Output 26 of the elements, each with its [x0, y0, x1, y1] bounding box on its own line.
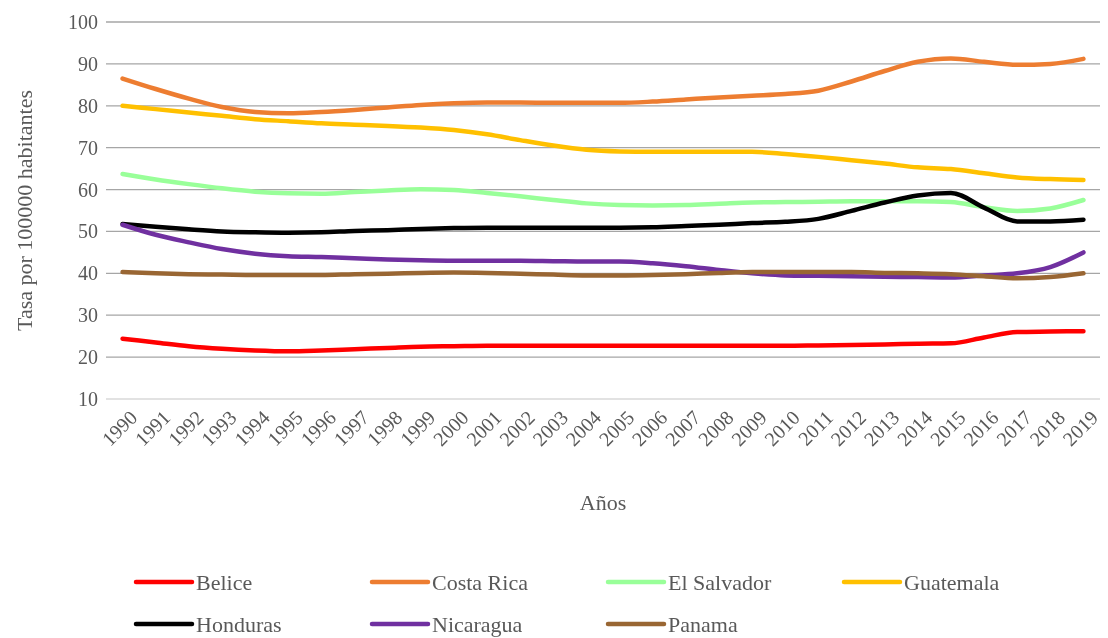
- legend-label: Honduras: [196, 611, 282, 637]
- legend-label: Belice: [196, 569, 253, 595]
- y-tick-label: 50: [78, 220, 98, 243]
- line-series: [120, 328, 1086, 354]
- y-tick-label: 70: [78, 136, 98, 159]
- y-tick-label: 20: [78, 346, 98, 369]
- line-series: [120, 103, 1086, 183]
- x-axis-title: Años: [579, 490, 627, 515]
- y-tick-label: 40: [78, 262, 98, 285]
- line-series: [120, 222, 1086, 280]
- line-series: [120, 190, 1086, 235]
- y-tick-label: 60: [78, 178, 98, 201]
- y-tick-label: 90: [78, 52, 98, 75]
- line-series: [120, 269, 1086, 281]
- legend-label: Guatemala: [904, 569, 1000, 595]
- legend-label: Nicaragua: [432, 611, 523, 637]
- y-tick-label: 10: [78, 388, 98, 410]
- legend-label: El Salvador: [668, 569, 772, 595]
- y-tick-label: 80: [78, 94, 98, 117]
- line-series: [120, 56, 1086, 116]
- line-series: [120, 171, 1086, 214]
- y-axis-title: Tasa por 100000 habitantes: [12, 89, 37, 332]
- y-tick-label: 100: [68, 11, 98, 33]
- legend-label: Costa Rica: [432, 569, 529, 595]
- legend-label: Panama: [668, 611, 738, 637]
- y-tick-label: 30: [78, 304, 98, 327]
